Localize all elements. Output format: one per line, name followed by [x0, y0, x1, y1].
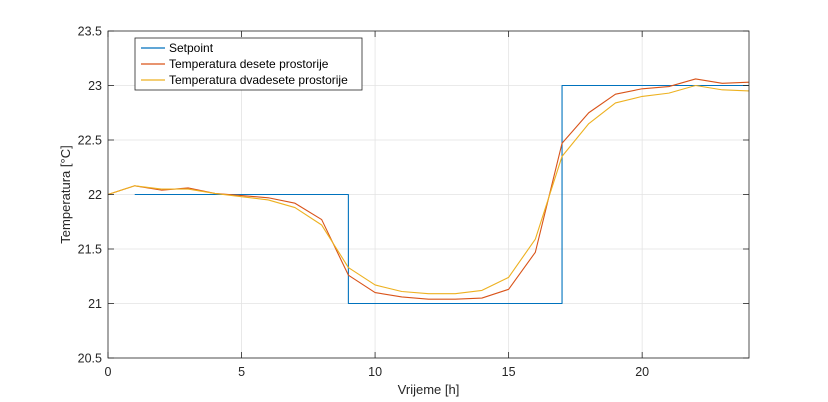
x-tick-label: 20 [635, 365, 649, 379]
x-tick-label: 5 [238, 365, 245, 379]
y-tick-label: 21.5 [78, 243, 102, 257]
legend-box [134, 37, 363, 91]
series-line-0 [134, 84, 749, 305]
x-tick-label: 10 [368, 365, 382, 379]
y-tick-label: 20.5 [78, 352, 102, 366]
axis-ticks [107, 30, 749, 359]
legend: Setpoint Temperatura desete prostorije Tem… [134, 37, 363, 91]
x-tick-label: 15 [502, 365, 516, 379]
y-tick-label: 23.5 [78, 25, 102, 39]
y-tick-labels: 20.5 21 21.5 22 22.5 23 23.5 [78, 25, 102, 366]
y-axis-label: Temperatura [°C] [58, 145, 73, 243]
legend-label-1: Temperatura desete prostorije [169, 57, 329, 71]
legend-label-0: Setpoint [169, 41, 214, 55]
series-line-2 [107, 84, 750, 295]
series-line-1 [107, 78, 750, 300]
x-tick-labels: 0 5 10 15 20 [105, 365, 650, 379]
y-tick-label: 23 [88, 79, 102, 93]
y-tick-label: 21 [88, 297, 102, 311]
x-axis-label: Vrijeme [h] [398, 382, 460, 397]
series-group [107, 78, 750, 305]
y-tick-label: 22.5 [78, 134, 102, 148]
x-tick-label: 0 [105, 365, 112, 379]
legend-label-2: Temperatura dvadesete prostorije [169, 73, 348, 87]
y-tick-label: 22 [88, 188, 102, 202]
